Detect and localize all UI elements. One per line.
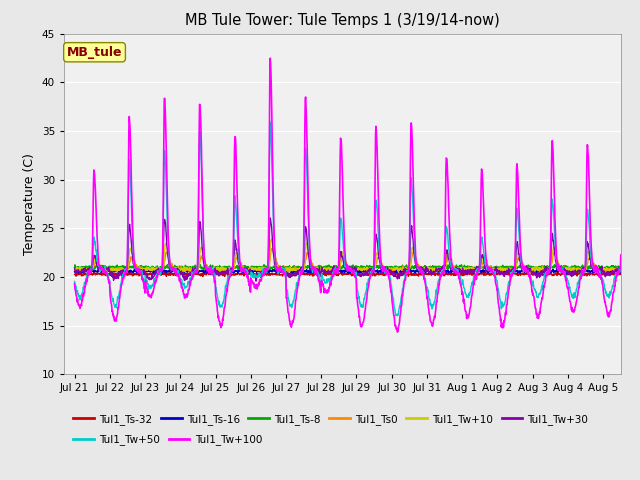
Title: MB Tule Tower: Tule Temps 1 (3/19/14-now): MB Tule Tower: Tule Temps 1 (3/19/14-now… (185, 13, 500, 28)
Y-axis label: Temperature (C): Temperature (C) (23, 153, 36, 255)
Text: MB_tule: MB_tule (67, 46, 122, 59)
Legend: Tul1_Tw+50, Tul1_Tw+100: Tul1_Tw+50, Tul1_Tw+100 (69, 430, 266, 449)
